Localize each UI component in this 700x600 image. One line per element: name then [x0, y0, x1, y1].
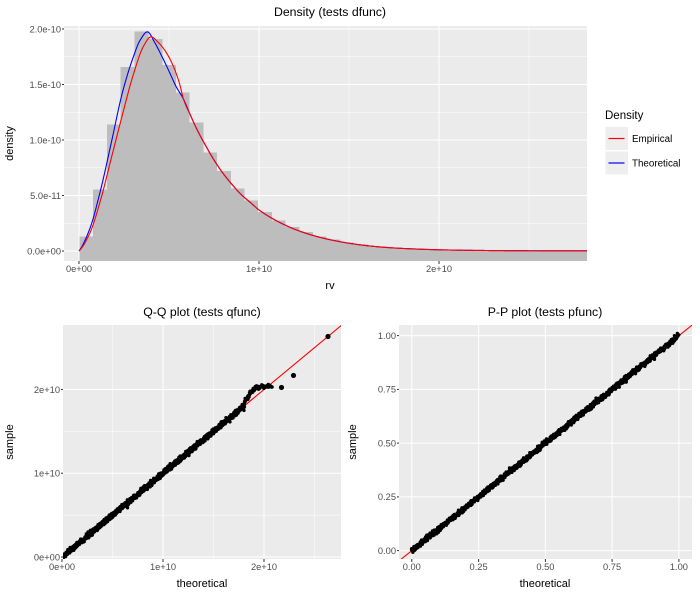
svg-text:0e+00: 0e+00 — [34, 552, 60, 562]
svg-text:0.25: 0.25 — [378, 492, 396, 502]
svg-text:P-P plot (tests pfunc): P-P plot (tests pfunc) — [488, 305, 603, 319]
svg-text:2.0e-10: 2.0e-10 — [29, 25, 61, 35]
svg-text:0.50: 0.50 — [378, 438, 396, 448]
svg-text:density: density — [4, 126, 16, 161]
svg-text:1.00: 1.00 — [670, 562, 688, 572]
svg-text:Theoretical: Theoretical — [632, 159, 680, 170]
svg-text:0.25: 0.25 — [470, 562, 488, 572]
svg-text:0e+00: 0e+00 — [49, 562, 75, 572]
svg-text:0e+00: 0e+00 — [66, 264, 92, 274]
svg-text:sample: sample — [4, 424, 16, 459]
svg-text:Q-Q plot (tests qfunc): Q-Q plot (tests qfunc) — [143, 305, 261, 319]
svg-text:Empirical: Empirical — [632, 134, 672, 145]
svg-text:1.5e-10: 1.5e-10 — [29, 80, 61, 90]
svg-text:0.50: 0.50 — [536, 562, 554, 572]
svg-text:5.0e-11: 5.0e-11 — [30, 191, 61, 201]
svg-text:rv: rv — [325, 280, 335, 292]
svg-text:0.75: 0.75 — [603, 562, 621, 572]
svg-text:2e+10: 2e+10 — [34, 385, 60, 395]
svg-text:0.75: 0.75 — [378, 385, 396, 395]
svg-text:Density: Density — [605, 110, 644, 122]
svg-text:1.00: 1.00 — [378, 331, 396, 341]
svg-text:1e+10: 1e+10 — [246, 264, 272, 274]
svg-text:sample: sample — [347, 424, 359, 459]
svg-text:Density (tests dfunc): Density (tests dfunc) — [274, 5, 386, 19]
svg-text:0.00: 0.00 — [403, 562, 421, 572]
svg-text:1e+10: 1e+10 — [150, 562, 176, 572]
svg-text:theoretical: theoretical — [177, 578, 228, 590]
svg-text:0.0e+00: 0.0e+00 — [27, 247, 61, 257]
svg-text:theoretical: theoretical — [520, 578, 571, 590]
svg-text:1e+10: 1e+10 — [34, 469, 60, 479]
svg-text:0.00: 0.00 — [378, 546, 396, 556]
svg-text:2e+10: 2e+10 — [426, 264, 452, 274]
svg-text:1.0e-10: 1.0e-10 — [29, 136, 61, 146]
svg-text:2e+10: 2e+10 — [251, 562, 277, 572]
